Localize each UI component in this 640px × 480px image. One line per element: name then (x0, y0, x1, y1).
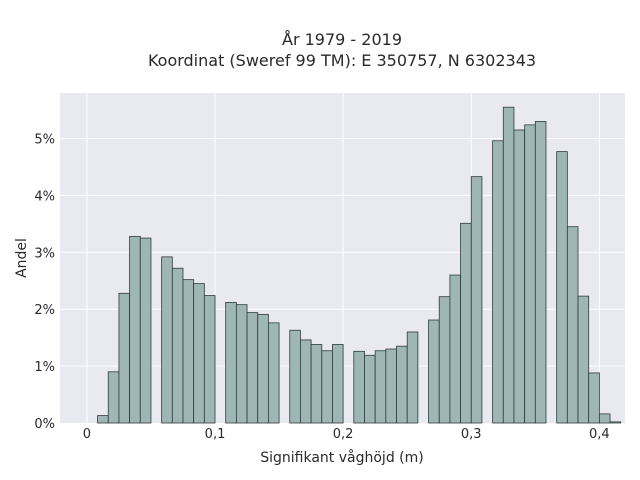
histogram-bar (589, 373, 600, 423)
histogram-bar (311, 344, 322, 423)
histogram-bar (567, 227, 578, 423)
histogram-bar (557, 152, 568, 423)
y-axis-label: Andel (14, 238, 30, 278)
chart-subtitle: Koordinat (Sweref 99 TM): E 350757, N 63… (148, 51, 536, 70)
y-tick-label: 4% (34, 189, 55, 204)
histogram-bar (429, 320, 440, 423)
histogram-bar (247, 313, 258, 423)
histogram-bar (258, 314, 269, 423)
histogram-bar (300, 340, 311, 423)
histogram-bar (119, 293, 130, 423)
histogram-bar (268, 323, 279, 423)
y-tick-label: 2% (34, 303, 55, 318)
y-axis-ticks: 0% 1% 2% 3% 4% 5% (34, 133, 55, 432)
histogram-bar (130, 236, 141, 423)
histogram-bar (236, 305, 247, 423)
x-tick-label: 0 (83, 427, 91, 442)
y-tick-label: 3% (34, 246, 55, 261)
histogram-bar (375, 351, 386, 423)
histogram-bar (493, 141, 504, 423)
histogram-bar (514, 130, 525, 423)
y-tick-label: 1% (34, 360, 55, 375)
histogram-bar (503, 107, 514, 423)
histogram-bar (439, 297, 450, 423)
y-tick-label: 0% (34, 417, 55, 432)
histogram-bar (386, 349, 397, 423)
histogram-bar (204, 296, 215, 423)
histogram-bar (290, 330, 301, 423)
histogram-bar (332, 344, 343, 423)
histogram-bar (397, 346, 408, 423)
histogram-bar (108, 372, 119, 423)
histogram-bar (140, 238, 151, 423)
x-tick-label: 0,4 (589, 427, 610, 442)
histogram-bar (599, 414, 610, 423)
histogram-bar (354, 351, 365, 423)
histogram-bar (525, 125, 536, 423)
histogram-bar (183, 280, 194, 423)
histogram-bar (578, 296, 589, 423)
x-axis-label: Signifikant våghöjd (m) (260, 449, 423, 466)
histogram-bar (162, 257, 173, 423)
histogram-bar (364, 355, 375, 423)
histogram-bar (461, 223, 472, 423)
x-tick-label: 0,2 (333, 427, 354, 442)
x-axis-ticks: 0 0,1 0,2 0,3 0,4 (83, 427, 610, 442)
histogram-bar (535, 121, 546, 423)
y-tick-label: 5% (34, 133, 55, 148)
histogram-bar (610, 422, 621, 423)
histogram-bar (226, 302, 237, 423)
chart-title: År 1979 - 2019 (282, 30, 402, 49)
histogram-bar (471, 177, 482, 423)
histogram-bar (407, 332, 418, 423)
histogram-bar (450, 275, 461, 423)
histogram-bar (98, 416, 109, 423)
x-tick-label: 0,1 (205, 427, 226, 442)
histogram-bar (172, 268, 183, 423)
histogram-chart: År 1979 - 2019 Koordinat (Sweref 99 TM):… (0, 0, 640, 480)
histogram-bar (194, 284, 205, 423)
histogram-bar (322, 351, 333, 423)
x-tick-label: 0,3 (461, 427, 482, 442)
